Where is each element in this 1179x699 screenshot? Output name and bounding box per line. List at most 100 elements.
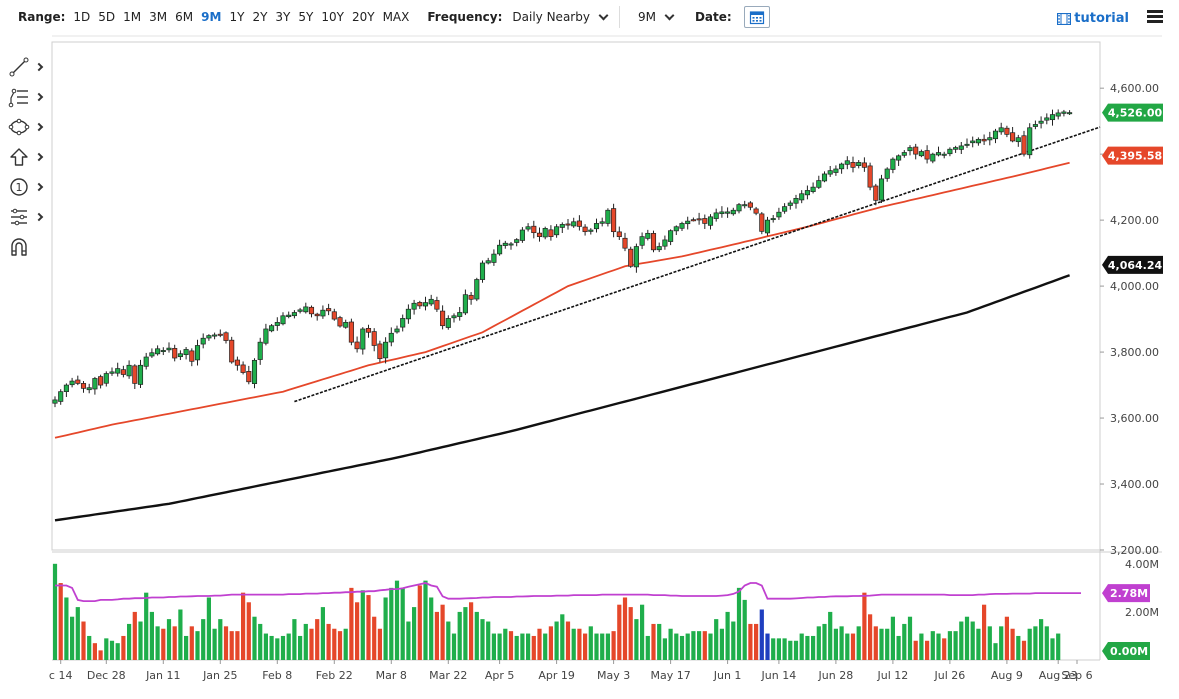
frequency-select[interactable]: Daily Nearby bbox=[512, 10, 609, 24]
candle-down bbox=[434, 300, 440, 310]
candle-up bbox=[998, 127, 1004, 133]
candle-up bbox=[485, 260, 491, 264]
candle-up bbox=[257, 341, 263, 360]
candle-down bbox=[1004, 127, 1010, 135]
candle-down bbox=[565, 223, 571, 226]
candle-up bbox=[884, 168, 890, 179]
candle-down bbox=[246, 371, 252, 383]
volume-bar bbox=[714, 619, 719, 660]
candle-up bbox=[844, 160, 850, 165]
fibonacci-tool[interactable] bbox=[8, 82, 48, 112]
volume-bar bbox=[451, 633, 457, 660]
hamburger-menu-button[interactable] bbox=[1147, 10, 1163, 24]
candle-down bbox=[314, 313, 320, 317]
line-tool[interactable] bbox=[8, 52, 48, 82]
volume-bar bbox=[537, 628, 542, 660]
arrow-tool[interactable] bbox=[8, 142, 48, 172]
y-tick-label: 3,600.00 bbox=[1110, 412, 1159, 425]
volume-bar bbox=[508, 631, 514, 660]
range-button-2y[interactable]: 2Y bbox=[252, 10, 268, 24]
range-button-6m[interactable]: 6M bbox=[175, 10, 194, 24]
volume-bar bbox=[873, 626, 878, 660]
range-button-1m[interactable]: 1M bbox=[123, 10, 142, 24]
candle-up bbox=[571, 221, 577, 227]
range-button-9m[interactable]: 9M bbox=[201, 10, 222, 24]
candle-up bbox=[787, 202, 793, 206]
range-button-3m[interactable]: 3M bbox=[149, 10, 168, 24]
volume-bar bbox=[1039, 619, 1044, 660]
candle-up bbox=[457, 312, 463, 317]
x-tick-label: Apr 5 bbox=[485, 669, 515, 682]
volume-bar bbox=[70, 616, 75, 660]
ma-slow-badge-text: 4,064.24 bbox=[1108, 259, 1163, 272]
candle-up bbox=[428, 298, 434, 305]
volume-bar bbox=[816, 626, 821, 660]
candle-up bbox=[736, 204, 742, 212]
candle-down bbox=[622, 237, 628, 249]
candle-down bbox=[234, 359, 240, 366]
volume-bar bbox=[121, 635, 126, 660]
candle-up bbox=[86, 387, 92, 391]
volume-tick-label: 2.00M bbox=[1125, 606, 1159, 619]
shape-tool[interactable] bbox=[8, 112, 48, 142]
candle-down bbox=[531, 225, 537, 234]
range-button-3y[interactable]: 3Y bbox=[275, 10, 291, 24]
range-button-1d[interactable]: 1D bbox=[73, 10, 91, 24]
volume-zero-badge-text: 0.00M bbox=[1110, 645, 1148, 658]
volume-bar bbox=[75, 607, 80, 660]
candle-down bbox=[468, 294, 474, 300]
tutorial-link[interactable]: tutorial bbox=[1057, 11, 1129, 26]
volume-bar bbox=[554, 621, 559, 660]
candle-up bbox=[839, 163, 845, 170]
menu-bar bbox=[1147, 15, 1163, 18]
candle-up bbox=[662, 239, 668, 247]
candle-up bbox=[770, 218, 776, 221]
volume-bar bbox=[486, 621, 491, 660]
annotation-tool[interactable]: 1 bbox=[8, 172, 48, 202]
volume-average-badge bbox=[1102, 584, 1150, 603]
volume-bar bbox=[412, 607, 417, 660]
volume-bar bbox=[691, 631, 696, 660]
volume-bar bbox=[964, 616, 970, 660]
candle-up bbox=[1044, 117, 1050, 121]
range-button-10y[interactable]: 10Y bbox=[321, 10, 344, 24]
volume-bar bbox=[982, 604, 987, 660]
volume-bar bbox=[423, 580, 428, 660]
calendar-button[interactable] bbox=[743, 6, 770, 28]
volume-bar bbox=[469, 602, 474, 660]
volume-bar bbox=[719, 628, 724, 660]
volume-bar bbox=[235, 631, 240, 660]
volume-bar bbox=[571, 628, 576, 660]
candle-up bbox=[707, 216, 714, 226]
range-button-5y[interactable]: 5Y bbox=[298, 10, 314, 24]
x-tick-label: May 3 bbox=[597, 669, 630, 682]
date-label: Date: bbox=[694, 10, 732, 24]
volume-bar bbox=[292, 619, 297, 660]
volume-bar bbox=[246, 602, 251, 660]
indicator-tool[interactable] bbox=[8, 202, 48, 232]
volume-bar bbox=[320, 607, 325, 660]
volume-bar bbox=[491, 633, 496, 660]
range-button-20y[interactable]: 20Y bbox=[351, 10, 375, 24]
x-tick-label: c 14 bbox=[49, 669, 73, 682]
candle-down bbox=[696, 218, 702, 221]
period-select[interactable]: 9M bbox=[638, 10, 675, 24]
candle-up bbox=[810, 186, 816, 192]
magnet-tool[interactable] bbox=[8, 232, 48, 262]
volume-bar bbox=[799, 633, 804, 660]
range-button-5d[interactable]: 5D bbox=[98, 10, 116, 24]
candle-down bbox=[611, 208, 617, 233]
volume-bar bbox=[343, 628, 348, 660]
range-button-1y[interactable]: 1Y bbox=[229, 10, 245, 24]
volume-bar bbox=[793, 640, 799, 660]
calendar-icon bbox=[749, 11, 764, 25]
candle-down bbox=[747, 202, 753, 208]
range-button-max[interactable]: MAX bbox=[382, 10, 410, 24]
volume-bar bbox=[514, 635, 519, 660]
volume-bar bbox=[1044, 626, 1049, 660]
candle-up bbox=[1055, 112, 1061, 117]
candle-up bbox=[343, 322, 349, 328]
volume-bar bbox=[206, 597, 211, 660]
volume-bar bbox=[776, 638, 781, 660]
